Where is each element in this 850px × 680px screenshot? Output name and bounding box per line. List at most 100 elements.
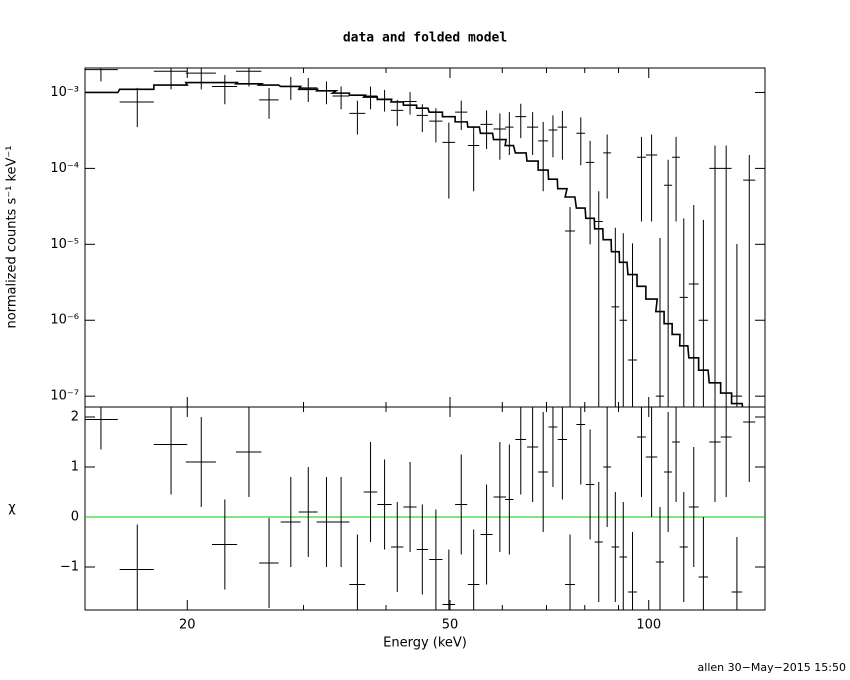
data-point	[688, 204, 699, 407]
data-point	[390, 99, 404, 127]
data-point	[442, 122, 456, 199]
data-point	[538, 121, 549, 192]
model-line	[85, 81, 744, 407]
data-point	[211, 499, 238, 590]
data-point	[585, 140, 595, 245]
x-tick-label: 50	[442, 618, 459, 633]
data-point	[576, 117, 586, 166]
data-point	[377, 89, 392, 112]
data-point	[85, 407, 118, 450]
data-point	[672, 136, 680, 222]
data-point	[655, 238, 665, 407]
data-point	[119, 524, 154, 610]
data-point	[429, 108, 443, 143]
data-point	[576, 407, 586, 485]
data-point	[645, 134, 658, 222]
data-point	[493, 442, 507, 552]
panel-frame	[84, 67, 766, 408]
data-point	[526, 112, 539, 156]
data-point	[585, 429, 595, 540]
data-point	[679, 492, 688, 602]
data-point	[672, 407, 680, 502]
data-point	[655, 507, 665, 610]
x-axis-label: Energy (keV)	[383, 636, 467, 651]
data-point	[416, 504, 428, 595]
data-point	[332, 477, 350, 567]
x-tick-label: 20	[179, 618, 196, 633]
data-point	[664, 159, 673, 407]
data-point	[619, 502, 628, 610]
y-tick-label: 10⁻⁷	[50, 389, 79, 404]
data-point	[480, 484, 493, 585]
data-point	[442, 549, 456, 610]
data-point	[235, 68, 262, 87]
y-tick-label: 2	[71, 410, 79, 425]
y-tick-label: 10⁻³	[50, 85, 79, 100]
data-point	[603, 407, 612, 527]
data-point	[515, 407, 527, 495]
data-point	[455, 454, 468, 555]
data-point	[259, 518, 279, 608]
data-point	[594, 191, 603, 407]
data-point	[403, 92, 417, 115]
data-point	[557, 407, 568, 500]
data-point	[390, 502, 404, 592]
data-point	[603, 134, 612, 199]
chart-title: data and folded model	[343, 31, 507, 46]
data-point	[153, 407, 188, 495]
data-point	[698, 517, 709, 610]
data-point	[349, 534, 366, 610]
data-point	[455, 100, 468, 131]
data-point	[280, 76, 301, 100]
data-point	[280, 477, 301, 567]
y-tick-label: 10⁻⁴	[50, 161, 79, 176]
data-point	[731, 243, 743, 407]
data-point	[119, 87, 154, 128]
y-tick-label: 10⁻⁵	[50, 237, 79, 252]
data-point	[429, 509, 443, 610]
data-point	[594, 482, 603, 602]
data-point	[743, 155, 756, 407]
x-tick-label: 100	[636, 618, 661, 633]
data-point	[720, 407, 732, 497]
data-point	[403, 462, 417, 552]
data-point	[349, 100, 366, 135]
panel-frame	[84, 406, 766, 611]
data-point	[505, 112, 514, 156]
data-point	[664, 412, 673, 532]
data-point	[538, 412, 549, 532]
data-point	[565, 207, 575, 407]
y-axis-label: χ	[8, 501, 16, 516]
data-point	[698, 219, 709, 407]
data-point	[565, 534, 575, 610]
data-point	[211, 74, 238, 105]
data-point	[85, 68, 118, 82]
data-point	[548, 407, 558, 487]
data-point	[637, 136, 646, 222]
data-point	[363, 442, 378, 542]
data-point	[679, 218, 688, 407]
data-point	[688, 447, 699, 567]
data-point	[467, 529, 480, 610]
data-point	[480, 110, 493, 150]
data-point	[493, 113, 507, 160]
data-point	[611, 492, 620, 602]
y-tick-label: 10⁻⁶	[50, 313, 79, 328]
data-point	[627, 243, 638, 407]
data-point	[377, 459, 392, 550]
data-point	[731, 537, 743, 610]
data-point	[548, 115, 558, 158]
data-point	[515, 103, 527, 139]
data-point	[185, 68, 216, 90]
y-tick-label: 1	[71, 460, 79, 475]
y-tick-label: 0	[71, 510, 79, 525]
footer: allen 30−May−2015 15:50	[698, 661, 846, 674]
data-point	[619, 233, 628, 407]
data-point	[185, 417, 216, 507]
data-point	[505, 444, 514, 555]
y-tick-label: −1	[60, 560, 79, 575]
data-point	[637, 407, 646, 497]
data-point	[743, 407, 756, 482]
data-point	[363, 86, 378, 110]
